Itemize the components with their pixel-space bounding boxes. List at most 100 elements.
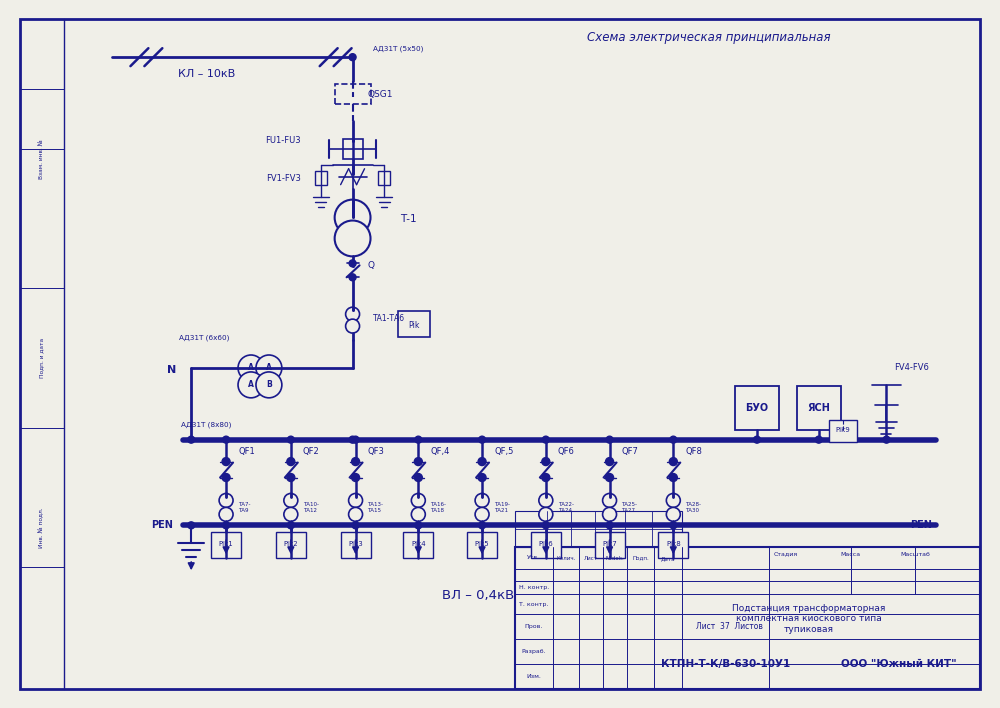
Circle shape — [539, 508, 553, 521]
Text: QF1: QF1 — [238, 447, 255, 456]
Text: QF3: QF3 — [368, 447, 384, 456]
Text: Масса: Масса — [841, 552, 861, 556]
Circle shape — [222, 474, 230, 481]
Circle shape — [287, 474, 295, 481]
Text: А: А — [266, 363, 272, 372]
Circle shape — [284, 493, 298, 508]
Circle shape — [542, 474, 550, 481]
Circle shape — [479, 522, 486, 529]
Bar — [658, 532, 688, 558]
Circle shape — [352, 457, 360, 466]
Circle shape — [349, 274, 356, 281]
Text: Рik1: Рik1 — [219, 541, 233, 547]
Circle shape — [219, 508, 233, 521]
Bar — [467, 532, 497, 558]
Text: PEN: PEN — [151, 520, 173, 530]
Bar — [335, 84, 371, 104]
Circle shape — [349, 54, 356, 61]
Text: PEN: PEN — [910, 520, 932, 530]
Circle shape — [415, 436, 422, 443]
Text: Утв.: Утв. — [527, 554, 540, 560]
Text: QF,5: QF,5 — [494, 447, 513, 456]
Circle shape — [669, 457, 677, 466]
Circle shape — [222, 457, 230, 466]
Bar — [398, 312, 430, 337]
Text: ТА7-
ТА9: ТА7- ТА9 — [238, 502, 251, 513]
Text: Взам. инв. №: Взам. инв. № — [39, 139, 44, 178]
Circle shape — [415, 522, 422, 529]
Text: Т-1: Т-1 — [400, 214, 417, 224]
Text: QF2: QF2 — [303, 447, 320, 456]
Circle shape — [335, 220, 371, 256]
Text: Рik5: Рik5 — [475, 541, 489, 547]
Text: Q: Q — [367, 261, 374, 270]
Circle shape — [478, 457, 486, 466]
Text: N°dok.: N°dok. — [605, 556, 624, 561]
Circle shape — [606, 522, 613, 529]
Text: FU1-FU3: FU1-FU3 — [265, 137, 301, 145]
Text: А: А — [248, 363, 254, 372]
Circle shape — [287, 457, 295, 466]
Bar — [531, 532, 561, 558]
Text: FV1-FV3: FV1-FV3 — [266, 174, 301, 183]
Text: Пров.: Пров. — [525, 624, 543, 629]
Circle shape — [188, 522, 195, 529]
Text: Подстанция трансформаторная
комплектная киоскового типа
тупиковая: Подстанция трансформаторная комплектная … — [732, 604, 885, 634]
Bar — [403, 532, 433, 558]
Circle shape — [346, 319, 360, 333]
Circle shape — [414, 457, 422, 466]
Circle shape — [349, 493, 363, 508]
Bar — [276, 532, 306, 558]
Circle shape — [256, 372, 282, 398]
Bar — [343, 139, 363, 159]
Circle shape — [349, 436, 356, 443]
Circle shape — [542, 522, 549, 529]
Text: АД31Т (5х50): АД31Т (5х50) — [373, 46, 423, 52]
Bar — [735, 386, 779, 430]
Text: ТА10-
ТА12: ТА10- ТА12 — [303, 502, 319, 513]
Circle shape — [603, 493, 617, 508]
Bar — [378, 171, 390, 185]
Text: Рik3: Рik3 — [348, 541, 363, 547]
Bar — [211, 532, 241, 558]
Text: Подп. и дата: Подп. и дата — [39, 338, 44, 378]
Circle shape — [670, 436, 677, 443]
Text: ТА28-
ТА30: ТА28- ТА30 — [685, 502, 701, 513]
Bar — [595, 532, 625, 558]
Circle shape — [479, 436, 486, 443]
Text: Дата: Дата — [661, 556, 676, 561]
Text: FV4-FV6: FV4-FV6 — [894, 363, 929, 372]
Text: QF,4: QF,4 — [430, 447, 450, 456]
Circle shape — [603, 508, 617, 521]
Text: В: В — [266, 380, 272, 389]
Text: Рik2: Рik2 — [284, 541, 298, 547]
Text: ТА1-ТА6: ТА1-ТА6 — [373, 314, 405, 323]
Circle shape — [256, 355, 282, 381]
Circle shape — [666, 493, 680, 508]
Text: Рik6: Рik6 — [538, 541, 553, 547]
Text: Рik8: Рik8 — [666, 541, 681, 547]
Text: Разраб.: Разраб. — [522, 649, 546, 653]
Circle shape — [287, 436, 294, 443]
Circle shape — [883, 436, 890, 443]
Circle shape — [349, 508, 363, 521]
Bar — [515, 547, 980, 689]
Text: QF8: QF8 — [685, 447, 702, 456]
Circle shape — [335, 200, 371, 236]
Text: Инв. № подл.: Инв. № подл. — [39, 507, 45, 547]
Text: N: N — [167, 365, 176, 375]
Text: ЯСН: ЯСН — [807, 403, 830, 413]
Text: ВЛ – 0,4кВ: ВЛ – 0,4кВ — [442, 588, 514, 602]
Circle shape — [352, 474, 360, 481]
Circle shape — [188, 436, 195, 443]
Text: Схема электрическая принципиальная: Схема электрическая принципиальная — [587, 30, 831, 44]
Circle shape — [669, 474, 677, 481]
Bar — [315, 171, 327, 185]
Circle shape — [815, 436, 822, 443]
Text: КТПН-Т-К/В-630-10У1: КТПН-Т-К/В-630-10У1 — [661, 658, 791, 669]
Circle shape — [223, 436, 230, 443]
Text: БУО: БУО — [745, 403, 769, 413]
Bar — [515, 511, 682, 547]
Circle shape — [539, 493, 553, 508]
Text: ТА19-
ТА21: ТА19- ТА21 — [494, 502, 510, 513]
